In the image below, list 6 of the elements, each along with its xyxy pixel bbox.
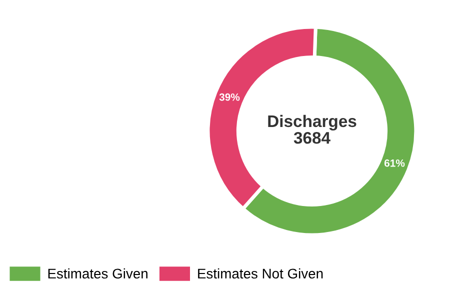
legend-label: Estimates Given <box>48 268 148 279</box>
data-label: 61% <box>384 159 405 167</box>
text: Discharges <box>268 114 356 130</box>
data-label: 39% <box>219 93 240 101</box>
legend-label: Estimates Not Given <box>198 268 323 279</box>
text: 3684 <box>294 132 330 144</box>
